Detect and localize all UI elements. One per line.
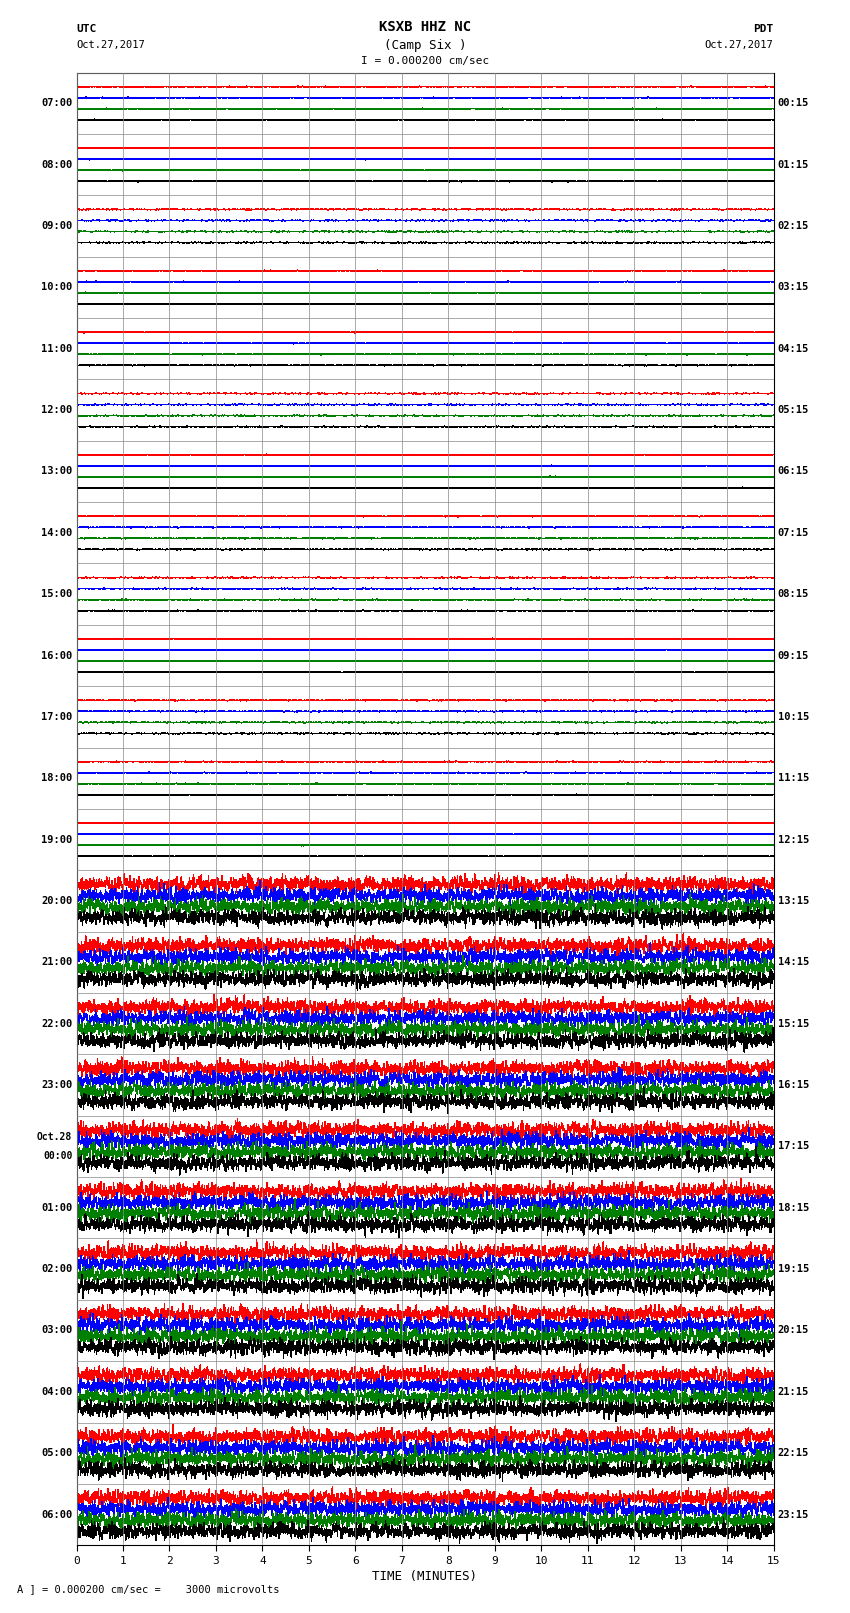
Text: 06:00: 06:00 [41,1510,72,1519]
Text: 20:00: 20:00 [41,895,72,907]
Text: 17:15: 17:15 [778,1142,809,1152]
Text: 01:00: 01:00 [41,1203,72,1213]
Text: 00:15: 00:15 [778,98,809,108]
Text: 01:15: 01:15 [778,160,809,169]
Text: 07:15: 07:15 [778,527,809,537]
Text: 04:15: 04:15 [778,344,809,353]
Text: 10:00: 10:00 [41,282,72,292]
Text: 12:00: 12:00 [41,405,72,415]
Text: 08:00: 08:00 [41,160,72,169]
Text: 22:00: 22:00 [41,1019,72,1029]
Text: KSXB HHZ NC: KSXB HHZ NC [379,19,471,34]
Text: 06:15: 06:15 [778,466,809,476]
Text: 21:15: 21:15 [778,1387,809,1397]
Text: (Camp Six ): (Camp Six ) [383,39,467,52]
Text: 16:15: 16:15 [778,1081,809,1090]
Text: 20:15: 20:15 [778,1326,809,1336]
Text: 18:00: 18:00 [41,773,72,784]
Text: 23:15: 23:15 [778,1510,809,1519]
Text: 11:15: 11:15 [778,773,809,784]
Text: 09:00: 09:00 [41,221,72,231]
Text: 15:00: 15:00 [41,589,72,598]
Text: I = 0.000200 cm/sec: I = 0.000200 cm/sec [361,56,489,66]
Text: 13:15: 13:15 [778,895,809,907]
Text: A ] = 0.000200 cm/sec =    3000 microvolts: A ] = 0.000200 cm/sec = 3000 microvolts [17,1584,280,1594]
Text: 14:00: 14:00 [41,527,72,537]
Text: Oct.27,2017: Oct.27,2017 [705,40,774,50]
Text: 22:15: 22:15 [778,1448,809,1458]
Text: 11:00: 11:00 [41,344,72,353]
Text: PDT: PDT [753,24,774,34]
Text: 00:00: 00:00 [42,1152,72,1161]
Text: 19:00: 19:00 [41,834,72,845]
Text: 23:00: 23:00 [41,1081,72,1090]
Text: Oct.27,2017: Oct.27,2017 [76,40,145,50]
Text: 16:00: 16:00 [41,650,72,660]
Text: 10:15: 10:15 [778,711,809,723]
Text: 08:15: 08:15 [778,589,809,598]
Text: 03:00: 03:00 [41,1326,72,1336]
Text: 13:00: 13:00 [41,466,72,476]
Text: 14:15: 14:15 [778,958,809,968]
Text: 19:15: 19:15 [778,1265,809,1274]
Text: 12:15: 12:15 [778,834,809,845]
Text: 15:15: 15:15 [778,1019,809,1029]
Text: Oct.28: Oct.28 [37,1132,72,1142]
Text: UTC: UTC [76,24,97,34]
Text: 03:15: 03:15 [778,282,809,292]
Text: 17:00: 17:00 [41,711,72,723]
Text: 09:15: 09:15 [778,650,809,660]
Text: 21:00: 21:00 [41,958,72,968]
Text: 18:15: 18:15 [778,1203,809,1213]
Text: 02:00: 02:00 [41,1265,72,1274]
Text: 05:15: 05:15 [778,405,809,415]
Text: 04:00: 04:00 [41,1387,72,1397]
Text: 05:00: 05:00 [41,1448,72,1458]
Text: 07:00: 07:00 [41,98,72,108]
X-axis label: TIME (MINUTES): TIME (MINUTES) [372,1569,478,1582]
Text: 02:15: 02:15 [778,221,809,231]
